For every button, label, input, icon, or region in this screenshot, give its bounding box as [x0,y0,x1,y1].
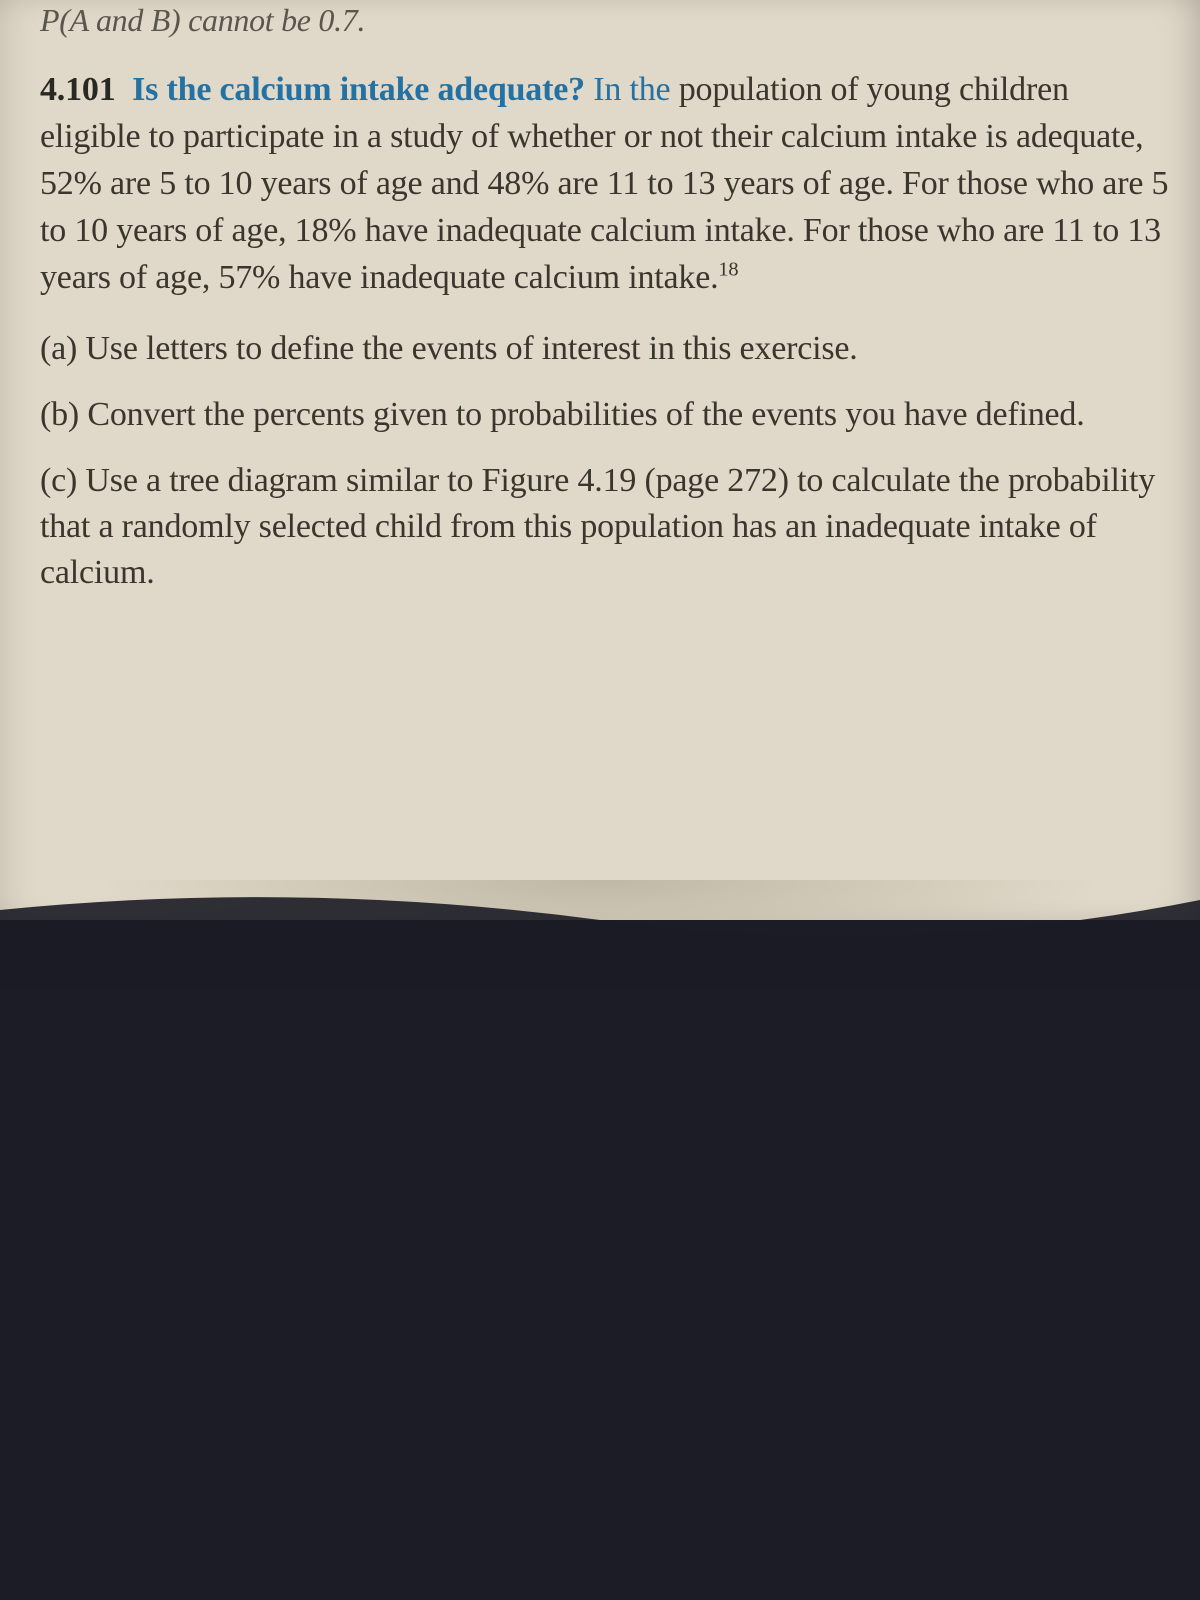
previous-line-cutoff: P(A and B) cannot be 0.7. [40,0,1170,67]
page-curve-shadow [0,870,1200,990]
problem-statement: 4.101 Is the calcium intake adequate? In… [40,67,1170,302]
problem-4-101: 4.101 Is the calcium intake adequate? In… [40,67,1170,302]
problem-number: 4.101 [40,71,116,108]
problem-title: Is the calcium intake adequate? [132,71,585,108]
textbook-page: P(A and B) cannot be 0.7. 4.101 Is the c… [0,0,1200,920]
problem-lead-in: In the [593,71,670,108]
part-b: (b) Convert the percents given to probab… [40,392,1170,438]
part-a: (a) Use letters to define the events of … [40,326,1170,372]
footnote-marker: 18 [718,258,738,280]
dark-background [0,920,1200,1600]
part-c: (c) Use a tree diagram similar to Figure… [40,458,1170,597]
